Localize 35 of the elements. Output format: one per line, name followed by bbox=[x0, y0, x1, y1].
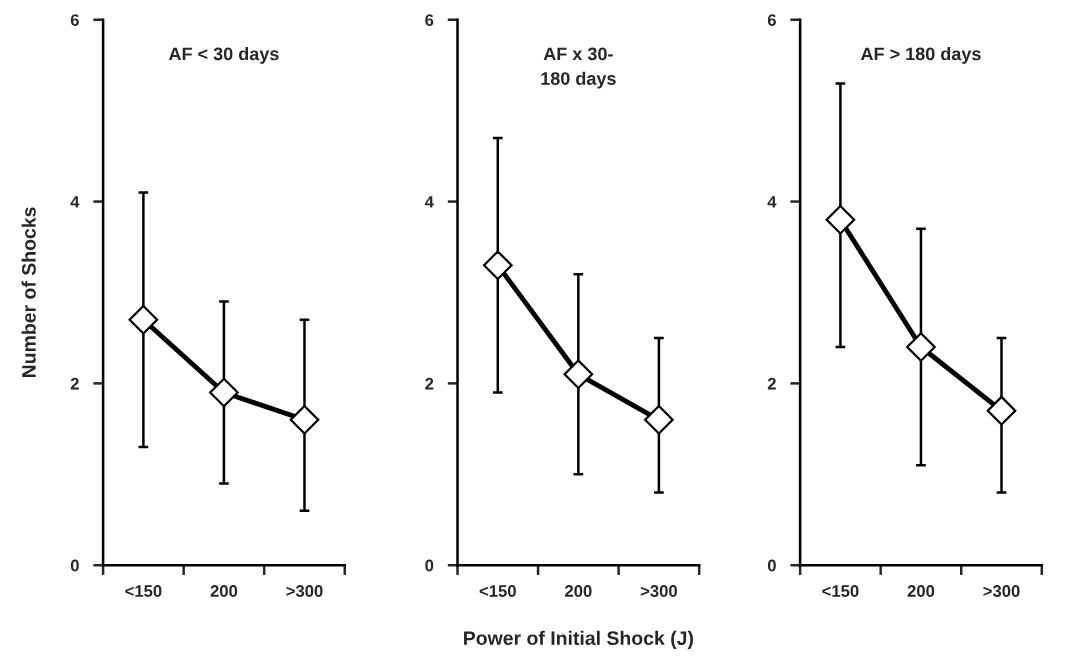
x-tick-label: 200 bbox=[907, 585, 935, 597]
y-tick-label: 2 bbox=[70, 377, 79, 390]
y-tick-label: 4 bbox=[767, 196, 777, 208]
y-tick-label: 0 bbox=[767, 559, 776, 572]
point bbox=[209, 377, 239, 408]
x-tick-label: 200 bbox=[565, 585, 592, 597]
y-tick-label: 2 bbox=[767, 377, 776, 390]
text: AF > 180 days bbox=[860, 47, 981, 64]
point bbox=[644, 404, 674, 435]
y-tick-label: 6 bbox=[425, 14, 434, 26]
x-tick-label: >300 bbox=[640, 585, 677, 597]
y-tick-label: 2 bbox=[425, 377, 434, 390]
point bbox=[825, 204, 856, 235]
x-tick-label: <150 bbox=[125, 585, 162, 597]
y-tick-label: 4 bbox=[70, 196, 80, 208]
x-tick-label: 200 bbox=[210, 585, 238, 597]
x-tick-label: <150 bbox=[479, 585, 516, 597]
x-tick-label: <150 bbox=[822, 585, 859, 597]
point bbox=[128, 304, 159, 335]
point bbox=[289, 404, 320, 435]
point bbox=[563, 359, 594, 390]
y-tick-label: 6 bbox=[767, 14, 776, 26]
point bbox=[906, 332, 936, 362]
text: AF x 30- 180 days bbox=[541, 47, 616, 89]
y-tick-label: 4 bbox=[424, 196, 434, 208]
point bbox=[986, 395, 1017, 426]
point bbox=[482, 250, 513, 281]
x-tick-label: >300 bbox=[983, 585, 1020, 597]
x-tick-label: >300 bbox=[286, 585, 323, 597]
y-tick-label: 0 bbox=[70, 559, 79, 572]
y-tick-label: 6 bbox=[70, 14, 79, 26]
text: AF < 30 days bbox=[168, 47, 279, 64]
y-axis-title: Number of Shocks bbox=[21, 207, 36, 378]
y-tick-label: 0 bbox=[425, 559, 434, 572]
x-axis-title: Power of Initial Shock (J) bbox=[464, 630, 693, 649]
